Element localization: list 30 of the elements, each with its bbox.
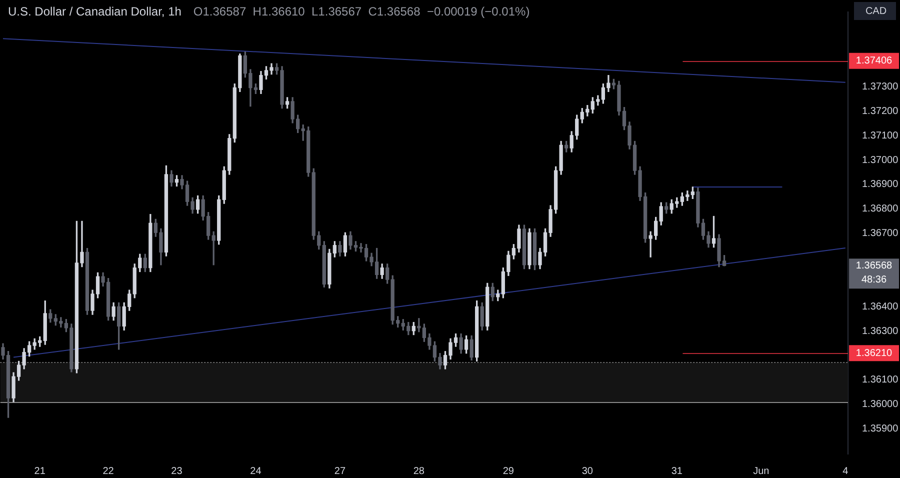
x-tick-label: 28 xyxy=(413,466,425,477)
x-tick-label: 4 xyxy=(842,466,849,477)
chart-title: U.S. Dollar / Canadian Dollar, 1h xyxy=(8,4,182,18)
y-tick-label: 1.36100 xyxy=(862,374,899,386)
x-tick-label: 29 xyxy=(502,466,514,477)
chart-subtitle: O1.36587 H1.36610 L1.36567 C1.36568 −0.00019 (−0.01%) xyxy=(193,4,530,18)
y-tick-label: 1.36400 xyxy=(862,301,899,312)
ref-line-label: 1.37406 xyxy=(856,56,893,67)
y-tick-label: 1.36700 xyxy=(862,228,899,240)
ref-line-label: 1.36210 xyxy=(856,348,893,359)
x-tick-label: 27 xyxy=(334,466,346,477)
x-tick-label: 21 xyxy=(34,466,46,477)
x-tick-label: 23 xyxy=(171,466,183,477)
y-tick-label: 1.35900 xyxy=(862,424,899,435)
x-tick-label: 22 xyxy=(102,466,114,477)
x-tick-label: 30 xyxy=(582,466,594,477)
y-tick-label: 1.37100 xyxy=(862,130,899,142)
y-tick-label: 1.36800 xyxy=(862,204,899,215)
text: CAD xyxy=(865,6,887,17)
y-tick-label: 1.36900 xyxy=(862,179,899,190)
y-tick-label: 1.37000 xyxy=(862,154,899,166)
y-tick-label: 1.37300 xyxy=(862,82,899,93)
y-tick-label: 1.36300 xyxy=(862,326,899,337)
x-tick-label: 24 xyxy=(250,466,262,477)
y-tick-label: 1.36000 xyxy=(862,399,899,410)
x-tick-label: 31 xyxy=(671,466,683,477)
text: 48:36 xyxy=(861,274,887,286)
x-tick-label: Jun xyxy=(753,466,770,477)
y-tick-label: 1.37200 xyxy=(862,106,899,117)
text: 1.36568 xyxy=(856,260,893,272)
